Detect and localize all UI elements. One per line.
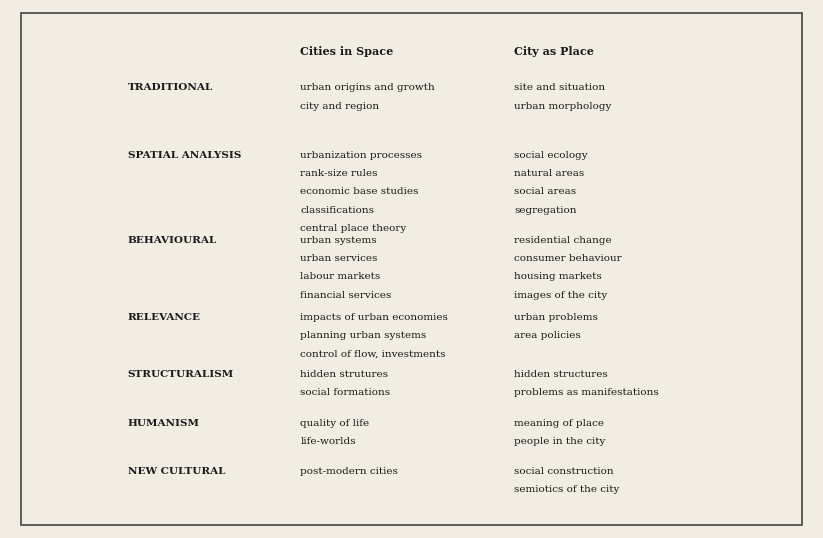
Text: life-worlds: life-worlds — [300, 437, 356, 446]
Text: SPATIAL ANALYSIS: SPATIAL ANALYSIS — [128, 151, 241, 160]
Text: consumer behaviour: consumer behaviour — [514, 254, 622, 263]
Text: rank-size rules: rank-size rules — [300, 169, 378, 178]
Text: people in the city: people in the city — [514, 437, 606, 446]
Text: hidden structures: hidden structures — [514, 370, 608, 379]
Text: urban origins and growth: urban origins and growth — [300, 83, 435, 93]
Text: urban morphology: urban morphology — [514, 102, 611, 111]
Text: NEW CULTURAL: NEW CULTURAL — [128, 467, 225, 476]
Text: quality of life: quality of life — [300, 419, 370, 428]
Text: site and situation: site and situation — [514, 83, 606, 93]
Text: hidden strutures: hidden strutures — [300, 370, 388, 379]
Text: urban problems: urban problems — [514, 313, 598, 322]
Text: economic base studies: economic base studies — [300, 187, 419, 196]
Text: social areas: social areas — [514, 187, 576, 196]
Text: post-modern cities: post-modern cities — [300, 467, 398, 476]
Text: problems as manifestations: problems as manifestations — [514, 388, 659, 398]
Text: urban services: urban services — [300, 254, 378, 263]
Text: planning urban systems: planning urban systems — [300, 331, 426, 341]
Text: RELEVANCE: RELEVANCE — [128, 313, 201, 322]
Text: City as Place: City as Place — [514, 46, 594, 56]
Text: STRUCTURALISM: STRUCTURALISM — [128, 370, 234, 379]
Text: area policies: area policies — [514, 331, 581, 341]
Text: control of flow, investments: control of flow, investments — [300, 350, 446, 359]
Text: residential change: residential change — [514, 236, 612, 245]
Text: TRADITIONAL: TRADITIONAL — [128, 83, 213, 93]
Text: housing markets: housing markets — [514, 272, 602, 281]
Text: BEHAVIOURAL: BEHAVIOURAL — [128, 236, 216, 245]
Text: impacts of urban economies: impacts of urban economies — [300, 313, 449, 322]
Text: urbanization processes: urbanization processes — [300, 151, 422, 160]
Text: meaning of place: meaning of place — [514, 419, 604, 428]
Text: central place theory: central place theory — [300, 224, 407, 233]
Text: labour markets: labour markets — [300, 272, 381, 281]
Text: urban systems: urban systems — [300, 236, 377, 245]
FancyBboxPatch shape — [21, 13, 802, 525]
Text: city and region: city and region — [300, 102, 379, 111]
Text: natural areas: natural areas — [514, 169, 584, 178]
Text: Cities in Space: Cities in Space — [300, 46, 393, 56]
Text: financial services: financial services — [300, 291, 392, 300]
Text: HUMANISM: HUMANISM — [128, 419, 199, 428]
Text: social ecology: social ecology — [514, 151, 588, 160]
Text: social construction: social construction — [514, 467, 614, 476]
Text: images of the city: images of the city — [514, 291, 607, 300]
Text: classifications: classifications — [300, 206, 374, 215]
Text: social formations: social formations — [300, 388, 391, 398]
Text: semiotics of the city: semiotics of the city — [514, 485, 620, 494]
Text: segregation: segregation — [514, 206, 577, 215]
